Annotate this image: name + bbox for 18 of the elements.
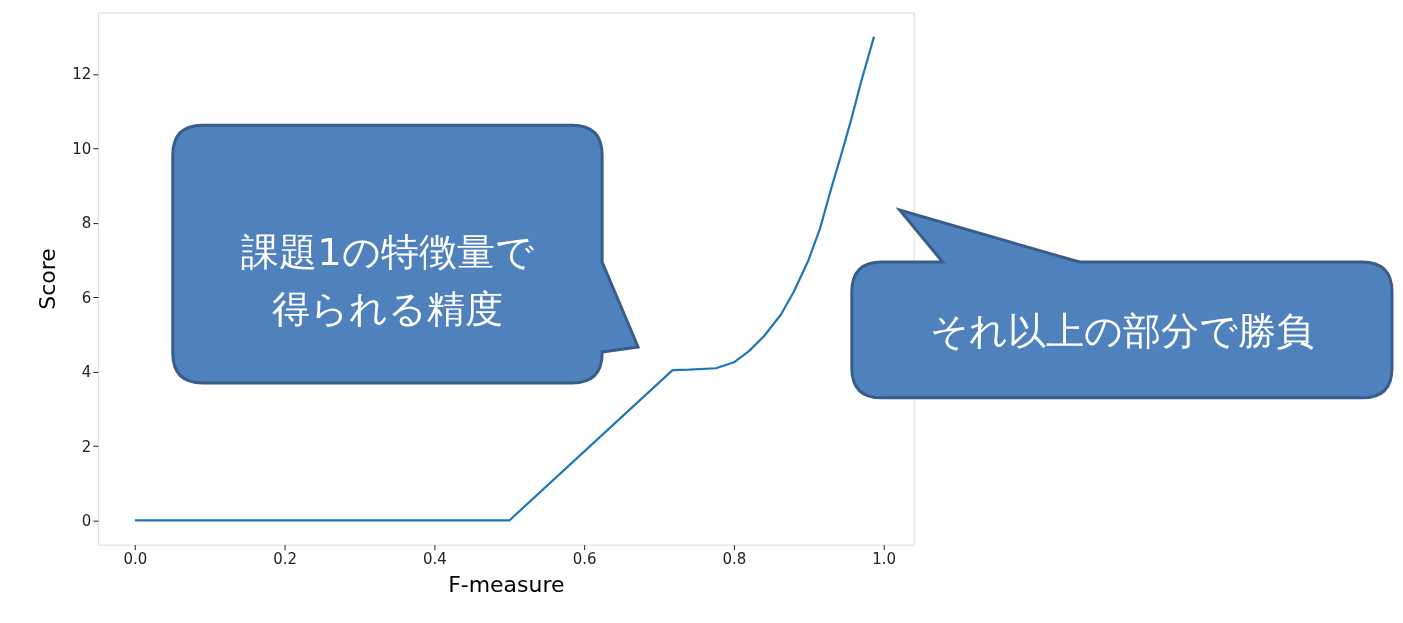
y-tick-label: 6 — [81, 288, 92, 307]
x-tick-label: 1.0 — [872, 550, 897, 569]
y-tick-label: 12 — [72, 65, 92, 84]
y-tick-label: 2 — [81, 437, 92, 456]
y-tick-label: 4 — [81, 363, 92, 382]
line-series — [133, 35, 876, 522]
y-tick-label: 0 — [81, 511, 92, 530]
x-tick-label: 0.0 — [123, 550, 148, 569]
x-tick-label: 0.2 — [273, 550, 298, 569]
y-tick-label: 8 — [81, 214, 92, 233]
x-tick-label: 0.6 — [572, 550, 597, 569]
text: それ以上の部分で勝負 — [930, 308, 1315, 353]
y-axis-title: Score — [35, 248, 61, 310]
y-tick-label: 10 — [72, 139, 92, 158]
x-axis-title: F-measure — [448, 572, 565, 598]
annotation: 課題1の特徴量で得られる精度 — [241, 230, 534, 331]
x-tick-label: 0.8 — [722, 550, 747, 569]
x-tick-label: 0.4 — [423, 550, 447, 569]
